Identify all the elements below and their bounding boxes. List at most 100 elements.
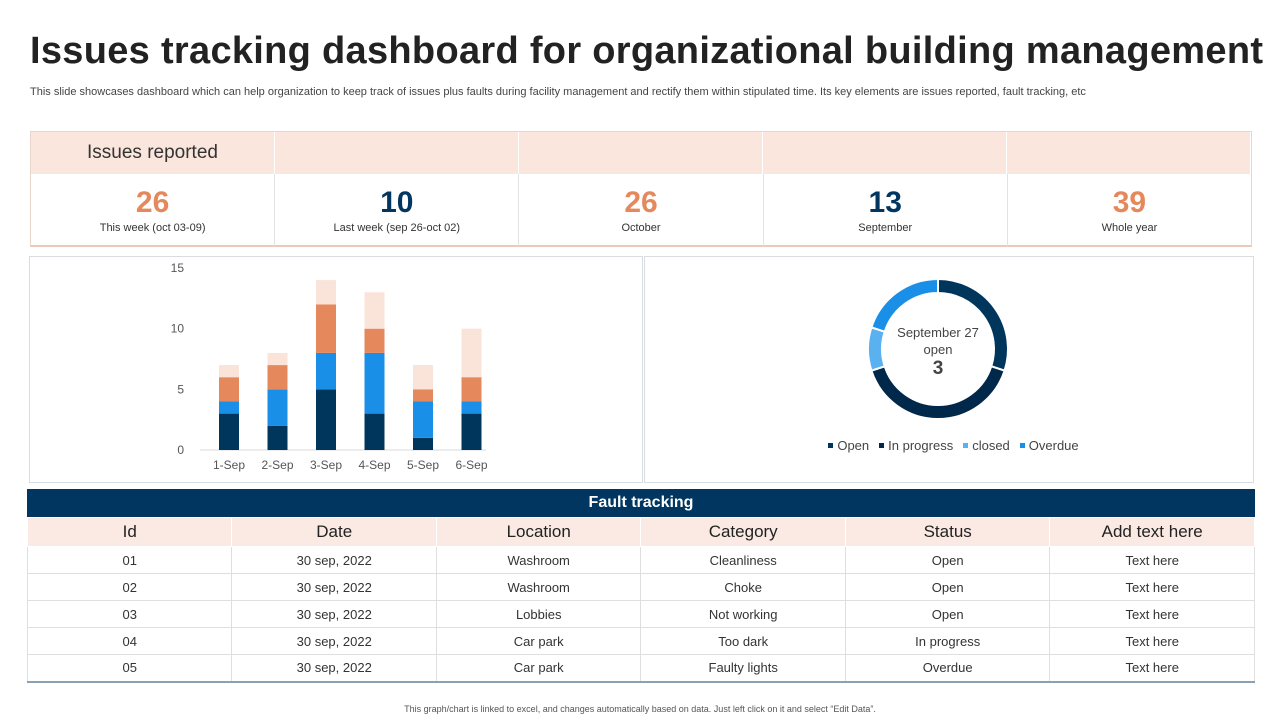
kpi-card: 10 Last week (sep 26-oct 02): [275, 174, 520, 246]
y-tick-label: 10: [171, 322, 185, 336]
x-tick-label: 1-Sep: [213, 458, 245, 472]
kpi-label: Whole year: [1101, 222, 1158, 234]
table-row: 03 30 sep, 2022 Lobbies Not working Open Text…: [26, 600, 1255, 628]
bar-segment[interactable]: [219, 413, 239, 450]
table-cell: 30 sep, 2022: [231, 627, 437, 655]
kpi-label: This week (oct 03-09): [99, 222, 206, 234]
table-cell: 30 sep, 2022: [231, 654, 437, 682]
bar-segment[interactable]: [316, 389, 336, 450]
kpi-value: 26: [135, 186, 170, 219]
table-cell: Not working: [640, 600, 846, 628]
table-cell: Text here: [1049, 600, 1255, 628]
table-cell: Lobbies: [435, 600, 642, 628]
bar-segment[interactable]: [413, 437, 433, 450]
donut-center-date: September 27: [897, 325, 979, 340]
table-cell: Car park: [435, 654, 642, 682]
table-cell: Washroom: [435, 546, 642, 574]
footer-note: This graph/chart is linked to excel, and…: [404, 704, 876, 714]
bar-segment[interactable]: [316, 352, 336, 390]
donut-slice-overdue[interactable]: [870, 277, 939, 333]
legend-label: Overdue: [1028, 438, 1079, 453]
legend-label: In progress: [888, 438, 954, 453]
table-cell: Overdue: [844, 654, 1051, 682]
bar-segment[interactable]: [267, 365, 288, 390]
legend-label: Open: [837, 438, 870, 453]
column-header: Date: [231, 517, 437, 547]
table-cell: Faulty lights: [640, 654, 846, 682]
bar-segment[interactable]: [364, 413, 385, 450]
column-header: Id: [26, 517, 233, 547]
kpi-label: September: [858, 222, 913, 234]
bar-segment[interactable]: [364, 292, 385, 329]
fault-tracking-table: Fault tracking Id Date Location Category Sta…: [26, 489, 1255, 683]
fault-tracking-title: Fault tracking: [27, 489, 1255, 517]
table-cell: 02: [26, 573, 233, 601]
kpi-value: 13: [868, 186, 902, 219]
bar-segment[interactable]: [461, 401, 482, 414]
donut-center-status: open: [924, 342, 953, 357]
x-tick-label: 2-Sep: [261, 458, 293, 472]
issues-reported-header: Issues reported: [31, 132, 275, 174]
column-header: Status: [844, 517, 1051, 547]
column-header: Add text here: [1049, 517, 1255, 547]
table-row: 04 30 sep, 2022 Car park Too dark In progres…: [26, 627, 1255, 655]
kpi-card: 26 October: [519, 174, 764, 246]
column-header: Category: [640, 517, 846, 547]
legend-swatch: [1019, 443, 1025, 449]
legend-swatch: [828, 443, 834, 449]
table-cell: Text here: [1049, 546, 1255, 574]
bar-segment[interactable]: [461, 377, 482, 402]
table-row: 05 30 sep, 2022 Car park Faulty lights Overd…: [26, 654, 1255, 682]
table-cell: 30 sep, 2022: [231, 600, 437, 628]
bar-segment[interactable]: [267, 352, 288, 366]
bar-segment[interactable]: [316, 304, 336, 353]
table-cell: Open: [844, 546, 1051, 574]
table-cell: Open: [844, 573, 1051, 601]
donut-chart-panel: September 27 open 3: [644, 256, 1254, 483]
bar-segment[interactable]: [364, 328, 385, 353]
x-tick-label: 4-Sep: [358, 458, 390, 472]
kpi-label: Last week (sep 26-oct 02): [333, 222, 461, 234]
y-tick-label: 5: [177, 382, 184, 396]
page-title: Issues tracking dashboard for organizati…: [30, 30, 1264, 72]
bar-segment[interactable]: [413, 401, 433, 438]
table-cell: Too dark: [640, 627, 846, 655]
kpi-value: 39: [1112, 186, 1147, 219]
y-tick-label: 15: [171, 261, 185, 275]
donut-slice-closed[interactable]: [867, 326, 887, 372]
donut-legend: Open In progress closed Overdue: [644, 438, 1253, 453]
bar-segment[interactable]: [461, 413, 482, 450]
table-cell: Text here: [1049, 573, 1255, 601]
x-tick-label: 5-Sep: [407, 458, 439, 472]
legend-swatch: [879, 443, 885, 449]
kpi-card: 39 Whole year: [1008, 174, 1251, 246]
bar-segment[interactable]: [413, 365, 433, 390]
bar-segment[interactable]: [364, 352, 385, 414]
kpi-label: October: [621, 222, 661, 234]
y-tick-label: 0: [177, 443, 184, 457]
bar-segment[interactable]: [219, 365, 239, 378]
stacked-bar-chart[interactable]: 0 5 10 15 1-Sep 2-Sep 3-Sep 4-Sep 5-Sep 6-Sep: [30, 257, 644, 484]
table-cell: 30 sep, 2022: [231, 546, 437, 574]
bar-segment[interactable]: [461, 328, 482, 378]
table-cell: In progress: [844, 627, 1051, 655]
x-tick-label: 3-Sep: [310, 458, 342, 472]
bar-segment[interactable]: [219, 377, 239, 402]
table-cell: 01: [26, 546, 233, 574]
kpi-value: 26: [624, 186, 658, 219]
page-subtitle: This slide showcases dashboard which can…: [30, 86, 1086, 98]
table-cell: 04: [26, 627, 233, 655]
bar-segment[interactable]: [219, 401, 239, 414]
bar-segment[interactable]: [267, 425, 288, 450]
issues-reported-panel: Issues reported 26 This week (oct 03-09) 1…: [30, 131, 1252, 247]
table-cell: Washroom: [435, 573, 642, 601]
table-cell: Open: [844, 600, 1051, 628]
bar-segment[interactable]: [413, 389, 433, 402]
table-cell: 03: [26, 600, 233, 628]
legend-label: closed: [972, 438, 1010, 453]
bar-segment[interactable]: [267, 389, 288, 426]
bar-segment[interactable]: [316, 280, 336, 305]
table-row: 02 30 sep, 2022 Washroom Choke Open Text here: [26, 573, 1255, 601]
kpi-card: 13 September: [764, 174, 1008, 246]
